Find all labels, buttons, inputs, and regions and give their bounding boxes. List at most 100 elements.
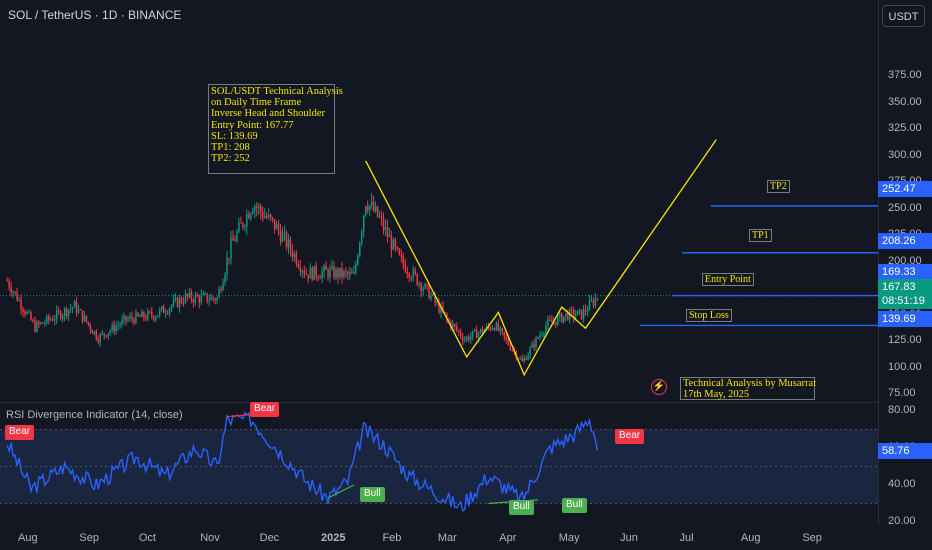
candle-body (353, 272, 355, 274)
candle-body (366, 206, 369, 211)
candle-body (222, 282, 224, 291)
tp1-label[interactable]: TP1 (749, 229, 772, 242)
analysis-note[interactable]: SOL/USDT Technical Analysis on Daily Tim… (208, 84, 343, 174)
candle-body (246, 214, 248, 227)
candle-body (206, 293, 208, 302)
candle-body (252, 210, 254, 214)
candle-body (507, 339, 510, 346)
candle-body (549, 319, 551, 321)
candle-body (44, 322, 46, 324)
candle-body (537, 337, 539, 339)
candle-body (101, 333, 104, 335)
candle-body (497, 323, 500, 331)
candle-body (343, 271, 345, 277)
author-note[interactable]: Technical Analysis by Musarrat 17th May,… (680, 377, 816, 400)
candle-body (61, 315, 64, 319)
currency-button[interactable]: USDT (882, 5, 925, 27)
last-price-badge: 167.83 (878, 279, 932, 295)
candle-body (418, 283, 420, 285)
candle-body (570, 309, 573, 311)
candle-body (321, 271, 323, 279)
price-tick-label: 75.00 (888, 387, 916, 399)
candle-body (555, 321, 557, 325)
candle-body (194, 294, 197, 303)
candle-body (471, 331, 474, 337)
candle-body (105, 335, 107, 337)
candle-body (99, 334, 102, 343)
candle-body (238, 222, 240, 232)
candle-body (493, 328, 496, 331)
candle-body (170, 305, 173, 309)
note-line: Entry Point: 167.77 (211, 119, 294, 131)
candle-body (281, 233, 284, 242)
rsi-tick-label: 20.00 (888, 515, 916, 527)
candle-body (404, 264, 407, 273)
candle-body (578, 309, 581, 311)
candle-body (543, 333, 545, 335)
candle-body (414, 269, 416, 274)
candle-body (103, 333, 105, 336)
candle-body (319, 277, 321, 279)
candle-body (412, 269, 414, 279)
time-tick-label: Sep (79, 532, 99, 544)
alert-icon[interactable]: ⚡ (651, 379, 667, 395)
candle-body (454, 324, 456, 327)
candle-body (174, 297, 177, 300)
candle-body (511, 349, 514, 351)
candle-body (57, 310, 60, 312)
candle-body (87, 321, 90, 325)
pattern-line (365, 139, 717, 377)
candle-body (267, 214, 270, 218)
candle-body (256, 206, 258, 209)
candle-body (557, 316, 559, 325)
current-price-badge: 169.33 (878, 264, 932, 280)
tp2-label[interactable]: TP2 (767, 180, 790, 193)
candle-body (465, 336, 468, 340)
price-tick-label: 200.00 (888, 254, 922, 267)
candle-body (184, 293, 187, 303)
candle-body (69, 308, 72, 310)
candle-body (303, 270, 306, 274)
candle-body (113, 324, 115, 332)
candle-body (485, 326, 488, 330)
candle-body (594, 298, 597, 306)
candle-body (28, 311, 30, 313)
candle-body (212, 297, 214, 299)
candle-body (460, 331, 462, 337)
candle-body (12, 291, 14, 293)
entry-point-label[interactable]: Entry Point (702, 273, 754, 286)
candle-body (160, 306, 163, 310)
bear-tag: Bear (250, 402, 280, 417)
candle-body (374, 206, 377, 211)
candle-body (436, 301, 438, 303)
candle-body (65, 308, 68, 316)
candle-body (71, 307, 74, 309)
candle-body (273, 219, 276, 230)
candle-body (299, 267, 302, 272)
stop-loss-label[interactable]: Stop Loss (686, 309, 732, 322)
candle-body (491, 328, 494, 330)
time-tick-label: Aug (18, 532, 38, 544)
candle-body (77, 309, 80, 313)
candle-body (168, 308, 171, 314)
candle-body (16, 291, 18, 301)
candle-body (376, 206, 379, 217)
candle-body (475, 329, 478, 339)
candle-body (141, 311, 143, 318)
candle-body (479, 328, 482, 333)
candle-body (131, 316, 133, 320)
candle-body (380, 216, 383, 219)
candle-body (81, 310, 84, 322)
note-line: on Daily Time Frame (211, 97, 302, 109)
candle-body (216, 297, 218, 301)
candle-body (172, 299, 175, 306)
candle-body (283, 232, 286, 234)
candle-body (228, 258, 230, 260)
candle-body (315, 265, 317, 277)
candle-body (576, 310, 579, 316)
candle-body (147, 311, 149, 320)
candle-body (430, 295, 432, 299)
candle-body (406, 272, 409, 274)
candle-body (440, 306, 442, 313)
